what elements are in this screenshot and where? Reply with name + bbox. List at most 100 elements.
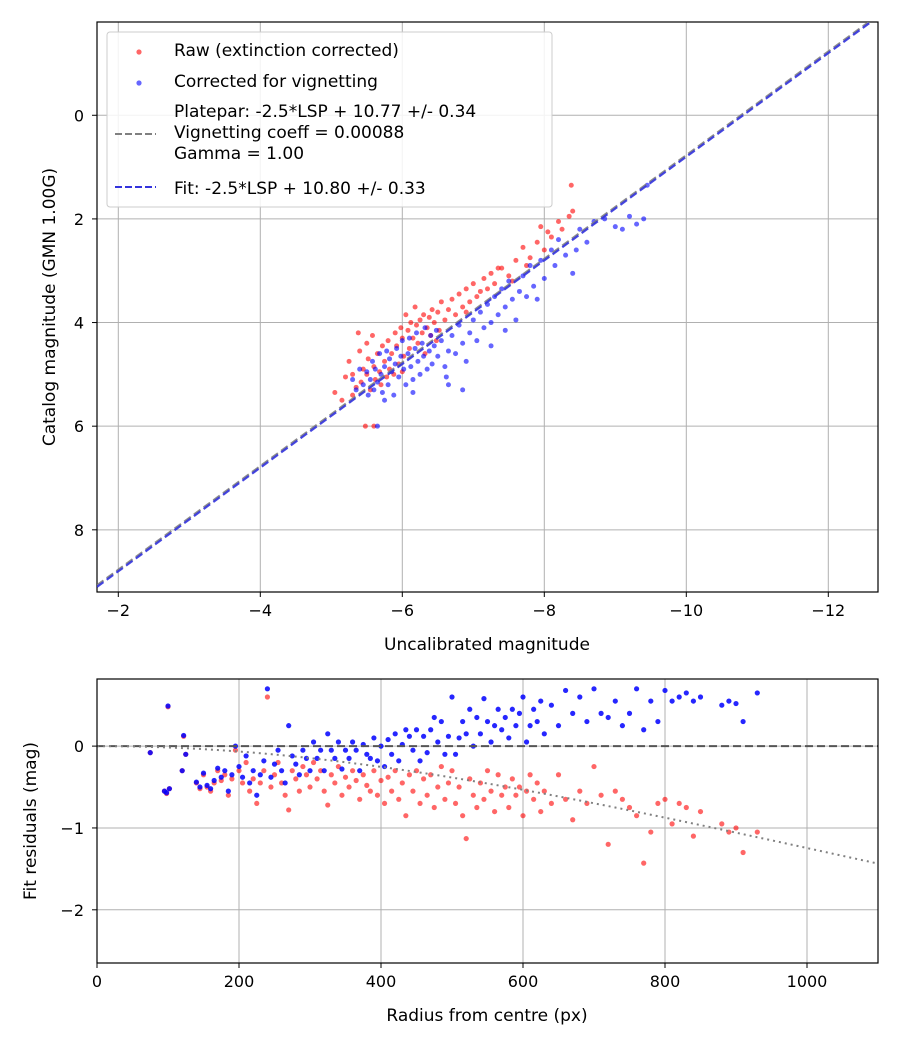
corrected-residual-point <box>421 733 427 739</box>
corrected-residual-point <box>570 710 576 716</box>
raw-point <box>559 226 565 232</box>
corrected-residual-point <box>236 763 242 770</box>
corrected-point <box>474 338 480 344</box>
corrected-point <box>419 340 425 346</box>
raw-residual-point <box>570 817 576 823</box>
corrected-point <box>364 369 370 375</box>
corrected-point <box>417 371 423 377</box>
corrected-point <box>548 247 554 253</box>
corrected-residual-point <box>181 732 187 739</box>
corrected-point <box>627 213 632 219</box>
raw-point <box>379 343 385 349</box>
corrected-residual-point <box>392 731 398 737</box>
raw-point <box>520 244 526 250</box>
corrected-point <box>495 312 501 318</box>
raw-point <box>570 208 576 214</box>
corrected-residual-point <box>534 718 540 725</box>
corrected-point <box>403 382 409 388</box>
raw-point <box>481 276 487 281</box>
raw-residual-point <box>421 776 427 782</box>
raw-residual-point <box>463 835 469 842</box>
raw-point <box>477 288 483 294</box>
bottom-x-tick-label: 800 <box>650 972 681 991</box>
raw-residual-point <box>236 768 242 774</box>
corrected-residual-point <box>307 768 313 774</box>
raw-residual-point <box>484 768 491 774</box>
raw-point <box>513 257 519 263</box>
raw-residual-point <box>754 829 760 835</box>
corrected-residual-point <box>555 723 562 729</box>
bottom-lines <box>97 745 878 865</box>
bottom-x-tick-label: 200 <box>224 972 255 991</box>
corrected-point <box>399 338 405 344</box>
corrected-point <box>641 216 647 222</box>
legend-entry-fit: Fit: -2.5*LSP + 10.80 +/- 0.33 <box>115 179 426 199</box>
raw-residual-point <box>460 813 466 819</box>
corrected-point <box>431 343 437 349</box>
corrected-point <box>445 348 451 354</box>
corrected-point <box>414 330 419 336</box>
raw-residual-point <box>225 792 231 798</box>
raw-residual-point <box>296 788 302 794</box>
raw-residual-point <box>470 792 476 798</box>
corrected-residual-point <box>531 706 537 712</box>
corrected-residual-point <box>254 792 260 798</box>
corrected-residual-point <box>268 774 274 780</box>
corrected-point <box>374 423 380 429</box>
raw-point <box>378 382 384 388</box>
legend-entry-corrected: Corrected for vignetting <box>136 72 378 92</box>
legend-entry-platepar: Platepar: -2.5*LSP + 10.77 +/- 0.34 Vign… <box>115 102 476 164</box>
corrected-residual-point <box>229 772 235 778</box>
corrected-residual-point <box>275 747 281 753</box>
corrected-residual-point <box>641 727 647 733</box>
corrected-residual-point <box>250 768 256 774</box>
corrected-residual-point <box>321 768 327 774</box>
corrected-residual-point <box>193 779 199 785</box>
raw-residual-point <box>371 768 377 774</box>
corrected-residual-point <box>222 768 228 774</box>
top-y-tick-label: 8 <box>74 521 84 540</box>
corrected-residual-point <box>211 777 217 784</box>
raw-residual-point <box>307 784 313 790</box>
corrected-point <box>563 252 569 258</box>
raw-residual-point <box>740 849 746 856</box>
corrected-point <box>577 226 583 232</box>
corrected-point <box>428 333 434 338</box>
corrected-residual-point <box>431 714 437 721</box>
raw-residual-point <box>410 788 416 794</box>
raw-residual-point <box>733 825 739 831</box>
bottom-panel: 0 200 400 600 800 1000 −2 −1 0 Radius from centr… <box>21 678 879 1026</box>
raw-residual-point <box>577 788 583 794</box>
raw-residual-point <box>350 768 356 774</box>
corrected-point <box>379 390 385 395</box>
top-x-tick-label: −10 <box>669 601 703 620</box>
corrected-residual-point <box>300 747 306 753</box>
corrected-residual-point <box>247 780 253 786</box>
raw-residual-point <box>435 784 441 790</box>
bottom-x-tick-label: 0 <box>92 972 102 991</box>
raw-residual-point <box>719 821 725 827</box>
corrected-residual-point <box>584 718 590 725</box>
corrected-residual-point <box>513 723 519 729</box>
raw-point <box>389 351 395 357</box>
corrected-residual-point <box>492 723 498 729</box>
top-x-tick-label: −6 <box>391 601 415 620</box>
corrected-point <box>509 296 515 302</box>
corrected-residual-point <box>499 727 505 733</box>
corrected-point <box>433 327 439 333</box>
corrected-point <box>365 392 371 398</box>
corrected-point <box>513 317 519 323</box>
raw-point <box>438 299 444 305</box>
raw-residual-point <box>492 808 498 815</box>
raw-point <box>470 281 476 287</box>
raw-point <box>506 273 512 279</box>
top-y-tick-label: 2 <box>74 210 84 229</box>
raw-residual-point <box>406 772 412 778</box>
corrected-point <box>506 278 512 284</box>
corrected-point <box>570 270 576 276</box>
raw-point <box>435 309 441 315</box>
top-x-tick-label: −4 <box>249 601 273 620</box>
corrected-residual-point <box>271 761 278 767</box>
corrected-point <box>527 263 533 269</box>
corrected-residual-point <box>357 768 363 774</box>
